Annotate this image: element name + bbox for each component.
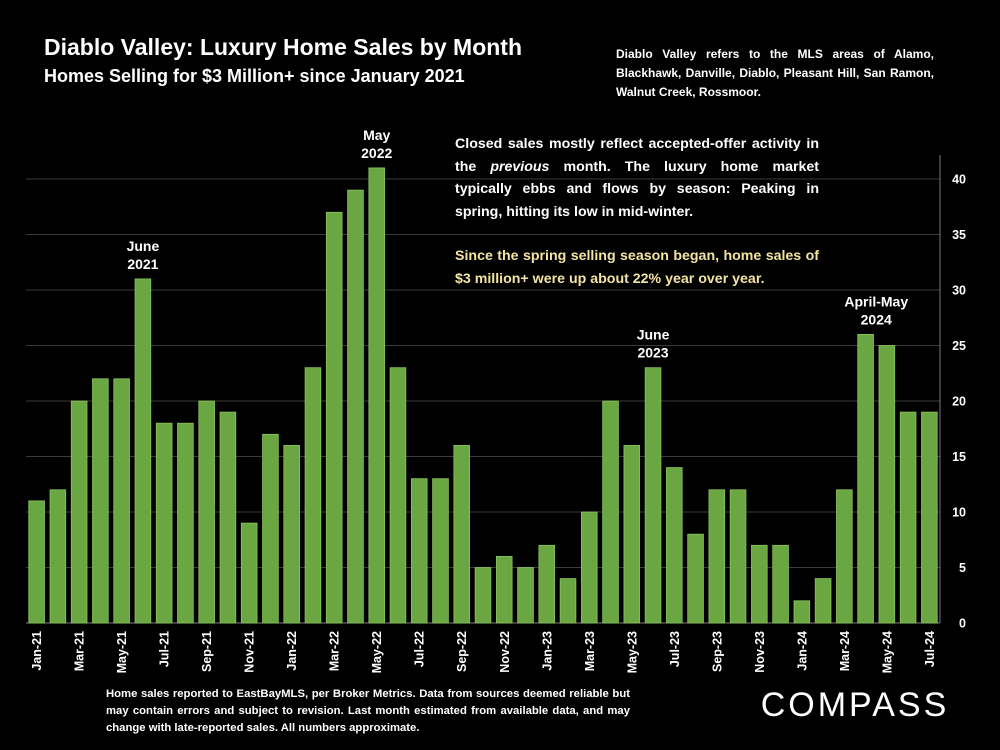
- x-tick-label: May-22: [370, 631, 384, 673]
- bar-jan-23: [538, 544, 556, 624]
- source-footnote: Home sales reported to EastBayMLS, per B…: [106, 688, 630, 734]
- bar-may-23: [623, 444, 641, 624]
- bar-apr-23: [602, 400, 619, 624]
- bar-may-24: [878, 345, 896, 624]
- y-tick-label: 15: [952, 450, 966, 464]
- peak-annotation: 2022: [361, 145, 392, 161]
- x-tick-label: Mar-24: [838, 631, 852, 671]
- x-tick-label: Jul-22: [413, 631, 427, 667]
- bar-dec-22: [517, 567, 534, 624]
- peak-annotation: 2024: [861, 311, 892, 327]
- bar-may-22: [368, 167, 385, 624]
- x-tick-label: Sep-23: [710, 631, 724, 672]
- x-tick-label: Jul-21: [158, 631, 172, 667]
- bar-sep-22: [453, 444, 471, 624]
- peak-annotation: May: [363, 127, 390, 143]
- bar-feb-24: [814, 578, 832, 624]
- market-note-text-b: month. The luxury home market typically …: [455, 158, 819, 220]
- market-note-emphasis: previous: [490, 158, 550, 175]
- x-tick-label: Jul-24: [923, 631, 937, 667]
- bar-jul-23: [666, 467, 683, 624]
- x-tick-label: Jan-21: [30, 631, 44, 671]
- bar-jun-22: [389, 367, 407, 624]
- bar-nov-21: [240, 522, 258, 624]
- x-tick-label: May-24: [880, 631, 894, 673]
- bar-apr-22: [347, 189, 364, 624]
- x-tick-label: Mar-22: [328, 631, 342, 671]
- bar-mar-21: [70, 400, 88, 624]
- bar-sep-21: [198, 400, 215, 624]
- y-tick-label: 35: [952, 228, 966, 242]
- y-tick-label: 30: [952, 284, 966, 298]
- peak-annotation: June: [637, 327, 670, 343]
- market-note: Closed sales mostly reflect accepted-off…: [455, 133, 819, 290]
- bar-mar-24: [836, 489, 853, 624]
- y-tick-label: 0: [959, 617, 966, 631]
- bar-jan-24: [793, 600, 811, 624]
- x-tick-label: Nov-21: [243, 631, 257, 673]
- bar-jul-22: [410, 478, 428, 624]
- bar-jun-23: [644, 367, 662, 624]
- bar-feb-21: [49, 489, 67, 624]
- bar-may-21: [113, 378, 130, 624]
- compass-logo: COMPASS: [760, 685, 950, 724]
- x-tick-label: Jan-24: [795, 631, 809, 671]
- bar-mar-22: [325, 211, 343, 624]
- x-tick-label: Jul-23: [668, 631, 682, 667]
- x-tick-label: Sep-21: [200, 631, 214, 672]
- region-note: Diablo Valley refers to the MLS areas of…: [616, 47, 934, 99]
- highlight-note: Since the spring selling season began, h…: [455, 248, 819, 287]
- y-tick-label: 5: [959, 561, 966, 575]
- bar-chart: 0 5 10 15 20 25 30 35 40 Jan-21 Mar-21 May-21 Jul-2…: [26, 127, 966, 673]
- bars: [28, 167, 938, 624]
- y-tick-label: 10: [952, 506, 966, 520]
- bar-nov-23: [751, 544, 768, 624]
- chart-subtitle: Homes Selling for $3 Million+ since Janu…: [44, 66, 465, 86]
- peak-annotation: April-May: [844, 293, 908, 309]
- y-tick-label: 25: [952, 339, 966, 353]
- y-axis: 0 5 10 15 20 25 30 35 40: [952, 173, 966, 631]
- chart-title: Diablo Valley: Luxury Home Sales by Mont…: [44, 34, 523, 60]
- x-tick-label: Jan-22: [285, 631, 299, 671]
- bar-feb-22: [304, 367, 322, 624]
- bar-jan-21: [28, 500, 45, 624]
- bar-jan-22: [283, 444, 300, 624]
- y-tick-label: 40: [952, 173, 966, 187]
- bar-dec-21: [262, 433, 279, 624]
- y-tick-label: 20: [952, 395, 966, 409]
- bar-aug-21: [177, 422, 194, 624]
- bar-apr-21: [92, 378, 109, 624]
- bar-oct-23: [729, 489, 747, 624]
- bar-jun-24: [899, 411, 917, 624]
- x-tick-label: Nov-22: [498, 631, 512, 673]
- x-tick-label: Mar-23: [583, 631, 597, 671]
- bar-feb-23: [559, 578, 577, 624]
- x-tick-label: May-23: [625, 631, 639, 673]
- bar-apr-24: [857, 333, 874, 624]
- bar-nov-22: [495, 556, 513, 624]
- bar-sep-23: [708, 489, 726, 624]
- bar-aug-23: [687, 533, 704, 624]
- x-axis: Jan-21 Mar-21 May-21 Jul-21 Sep-21 Nov-21 Jan-…: [30, 631, 937, 673]
- x-tick-label: Mar-21: [73, 631, 87, 671]
- x-tick-label: Sep-22: [455, 631, 469, 672]
- x-tick-label: Jan-23: [540, 631, 554, 671]
- peak-annotation: June: [127, 238, 160, 254]
- bar-jun-21: [134, 278, 152, 624]
- bar-oct-22: [474, 567, 492, 624]
- annotations: June 2021 May 2022 June 2023 April-May 2024: [127, 127, 909, 361]
- x-tick-label: Nov-23: [753, 631, 767, 673]
- peak-annotation: 2023: [637, 345, 668, 361]
- bar-aug-22: [432, 478, 449, 624]
- bar-dec-23: [772, 544, 789, 624]
- peak-annotation: 2021: [127, 256, 158, 272]
- bar-oct-21: [219, 411, 237, 624]
- x-tick-label: May-21: [115, 631, 129, 673]
- bar-jul-24: [921, 411, 938, 624]
- bar-jul-21: [155, 422, 173, 624]
- bar-mar-23: [581, 511, 598, 624]
- market-note-text-a: Closed sales mostly reflect accepted-off…: [455, 136, 819, 175]
